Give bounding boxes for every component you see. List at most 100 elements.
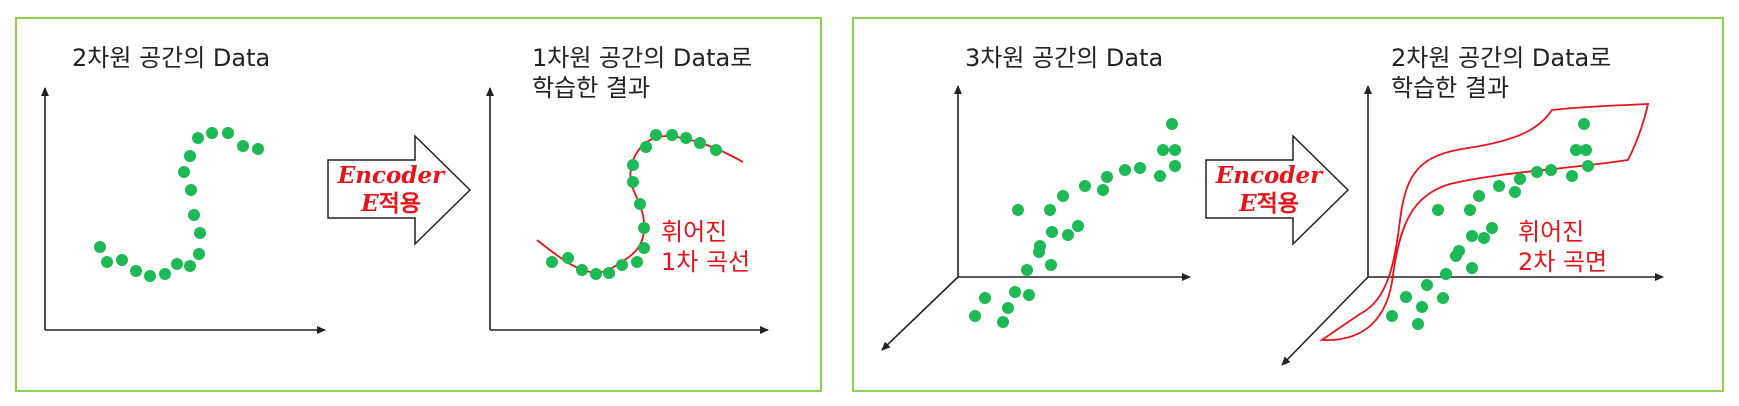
data-point — [616, 259, 628, 271]
output-points-2d-surface — [1386, 118, 1594, 330]
input-axes-3d — [881, 85, 1191, 351]
encoder-arrow-label-right: Encoder E적용 — [1214, 162, 1324, 218]
data-point — [1009, 286, 1021, 298]
encoder-label: Encoder — [1215, 162, 1323, 189]
data-point — [1432, 204, 1444, 216]
data-point — [1012, 204, 1024, 216]
data-point — [1166, 118, 1178, 130]
data-point — [1478, 232, 1490, 244]
data-point — [562, 252, 574, 264]
data-point — [576, 264, 588, 276]
data-point — [194, 227, 206, 239]
data-point — [638, 222, 650, 234]
data-point — [193, 248, 205, 260]
data-point — [222, 127, 234, 139]
data-point — [159, 268, 171, 280]
surface-label-line1: 휘어진 — [1518, 218, 1585, 246]
data-point — [1021, 264, 1033, 276]
data-point — [1169, 144, 1181, 156]
data-point — [1580, 144, 1592, 156]
data-point — [638, 242, 650, 254]
data-point — [640, 141, 652, 153]
data-point — [1072, 220, 1084, 232]
data-point — [1545, 164, 1557, 176]
input-points-2d — [94, 127, 264, 282]
data-point — [185, 184, 197, 196]
data-point — [116, 254, 128, 266]
data-point — [188, 209, 200, 221]
data-point — [1057, 190, 1069, 202]
data-point — [1044, 204, 1056, 216]
encoder-label: Encoder — [337, 162, 445, 189]
data-point — [1023, 289, 1035, 301]
data-point — [1062, 229, 1074, 241]
data-point — [1582, 160, 1594, 172]
data-point — [184, 260, 196, 272]
data-point — [979, 292, 991, 304]
data-point — [603, 267, 615, 279]
data-point — [631, 256, 643, 268]
data-point — [650, 129, 662, 141]
data-point — [1421, 279, 1433, 291]
output-caption-line1: 1차원 공간의 Data로 — [532, 44, 753, 72]
data-point — [1154, 170, 1166, 182]
output-axes-2d — [486, 87, 769, 334]
output-axes-3d — [1281, 85, 1664, 366]
curve-label-line1: 휘어진 — [661, 218, 728, 246]
data-point — [184, 150, 196, 162]
data-point — [1437, 292, 1449, 304]
apply-text: 적용 — [1256, 191, 1299, 217]
curve-label-line2: 1차 곡선 — [661, 248, 751, 276]
data-point — [1101, 171, 1113, 183]
data-point — [666, 129, 678, 141]
data-point — [710, 144, 722, 156]
data-point — [1473, 190, 1485, 202]
data-point — [1034, 240, 1046, 252]
output-caption-line2: 학습한 결과 — [532, 74, 651, 102]
data-point — [1486, 222, 1498, 234]
data-point — [1386, 310, 1398, 322]
data-point — [1566, 170, 1578, 182]
left-panel-frame — [15, 17, 822, 392]
encoder-symbol: E — [1239, 190, 1257, 217]
data-point — [1002, 302, 1014, 314]
data-point — [1169, 160, 1181, 172]
right-arrow-icon — [1205, 134, 1350, 246]
data-point — [144, 270, 156, 282]
data-point — [546, 256, 558, 268]
data-point — [1400, 291, 1412, 303]
input-points-3d — [969, 118, 1181, 328]
data-point — [237, 140, 249, 152]
data-point — [694, 137, 706, 149]
encoder-apply-label: E적용 — [1214, 190, 1324, 218]
data-point — [94, 241, 106, 253]
data-point — [1416, 301, 1428, 313]
output-points-1d — [546, 129, 722, 280]
data-point — [1493, 180, 1505, 192]
data-point — [997, 316, 1009, 328]
encoder-arrow-label: Encoder E적용 — [336, 162, 446, 218]
data-point — [1464, 204, 1476, 216]
data-point — [1466, 230, 1478, 242]
data-point — [1119, 164, 1131, 176]
right-panel-frame — [852, 17, 1724, 392]
data-point — [252, 143, 264, 155]
apply-text: 적용 — [378, 191, 421, 217]
data-point — [1412, 318, 1424, 330]
data-point — [627, 176, 639, 188]
data-point — [171, 258, 183, 270]
output-caption-line1-right: 2차원 공간의 Data로 — [1391, 44, 1612, 72]
curved-2d-surface — [1319, 103, 1650, 341]
data-point — [130, 265, 142, 277]
data-point — [1531, 166, 1543, 178]
data-point — [1134, 162, 1146, 174]
data-point — [1509, 186, 1521, 198]
encoder-symbol: E — [361, 190, 379, 217]
data-point — [1157, 144, 1169, 156]
data-point — [1466, 262, 1478, 274]
input-axes-2d — [41, 87, 326, 334]
data-point — [1453, 245, 1465, 257]
data-point — [969, 310, 981, 322]
surface-label-line2: 2차 곡면 — [1518, 248, 1608, 276]
